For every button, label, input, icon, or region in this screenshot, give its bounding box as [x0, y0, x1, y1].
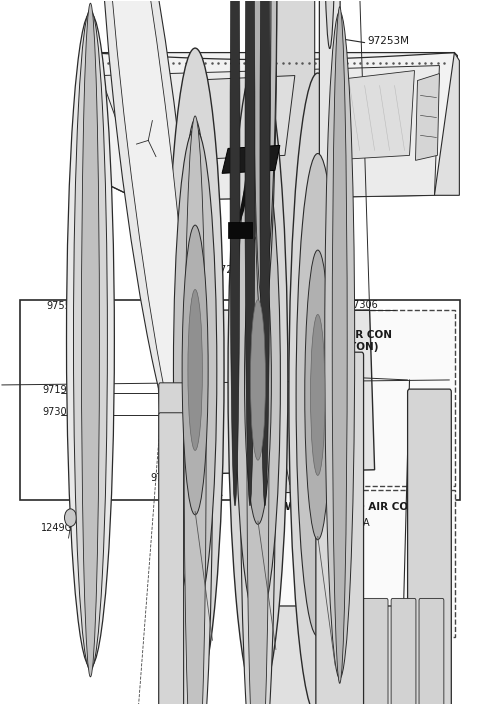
FancyBboxPatch shape	[319, 0, 340, 374]
Text: 97192: 97192	[43, 385, 73, 395]
Ellipse shape	[247, 121, 269, 705]
Polygon shape	[434, 53, 459, 195]
Ellipse shape	[253, 0, 271, 329]
Ellipse shape	[332, 6, 347, 683]
Text: 97553A: 97553A	[185, 488, 223, 498]
Ellipse shape	[245, 0, 255, 505]
Polygon shape	[175, 75, 295, 160]
Text: 97250A: 97250A	[333, 518, 370, 529]
Text: (W/O AIR CON
BUTTON): (W/O AIR CON BUTTON)	[311, 330, 392, 352]
Ellipse shape	[247, 0, 277, 296]
Ellipse shape	[240, 125, 276, 705]
FancyBboxPatch shape	[391, 599, 416, 705]
Ellipse shape	[236, 140, 280, 620]
Text: 97553A: 97553A	[47, 301, 84, 311]
Text: 1249GE: 1249GE	[41, 522, 79, 533]
Text: 97253M: 97253M	[368, 36, 409, 46]
Ellipse shape	[182, 225, 208, 515]
Ellipse shape	[247, 0, 277, 326]
Bar	[247, 490, 456, 637]
Ellipse shape	[67, 13, 114, 667]
Ellipse shape	[73, 10, 108, 670]
Ellipse shape	[244, 235, 271, 525]
Ellipse shape	[82, 4, 99, 677]
Polygon shape	[88, 53, 457, 200]
Circle shape	[64, 509, 76, 527]
Ellipse shape	[322, 0, 338, 49]
Text: 97303: 97303	[43, 407, 73, 417]
Ellipse shape	[230, 0, 240, 505]
Ellipse shape	[305, 250, 331, 540]
Ellipse shape	[188, 290, 203, 450]
Polygon shape	[222, 145, 280, 173]
Text: 97305: 97305	[255, 370, 286, 380]
FancyBboxPatch shape	[408, 389, 451, 705]
Text: 97306: 97306	[348, 300, 378, 310]
FancyBboxPatch shape	[419, 599, 444, 705]
Ellipse shape	[260, 0, 270, 505]
Bar	[20, 300, 460, 501]
Polygon shape	[155, 310, 374, 474]
Text: 97265F: 97265F	[278, 447, 314, 457]
Text: (W/FULL AUTO AIR CON): (W/FULL AUTO AIR CON)	[280, 503, 422, 513]
Ellipse shape	[296, 154, 339, 637]
Text: 97250A: 97250A	[213, 265, 253, 275]
Polygon shape	[100, 66, 439, 200]
Polygon shape	[228, 222, 252, 238]
Ellipse shape	[253, 0, 271, 300]
FancyBboxPatch shape	[363, 599, 388, 705]
FancyBboxPatch shape	[276, 0, 315, 493]
Ellipse shape	[178, 119, 213, 705]
Text: 97553B: 97553B	[150, 473, 188, 483]
Polygon shape	[416, 73, 439, 160]
Bar	[247, 310, 456, 486]
FancyBboxPatch shape	[159, 412, 184, 705]
Polygon shape	[325, 70, 415, 160]
FancyBboxPatch shape	[316, 352, 363, 705]
Ellipse shape	[311, 314, 325, 475]
Ellipse shape	[184, 116, 206, 705]
Ellipse shape	[289, 73, 347, 705]
Ellipse shape	[173, 128, 217, 611]
Ellipse shape	[325, 12, 355, 678]
Ellipse shape	[228, 59, 288, 701]
FancyBboxPatch shape	[159, 383, 184, 705]
Ellipse shape	[166, 48, 224, 692]
FancyBboxPatch shape	[248, 606, 447, 705]
Ellipse shape	[100, 0, 196, 458]
Ellipse shape	[251, 300, 265, 460]
Ellipse shape	[105, 0, 192, 462]
